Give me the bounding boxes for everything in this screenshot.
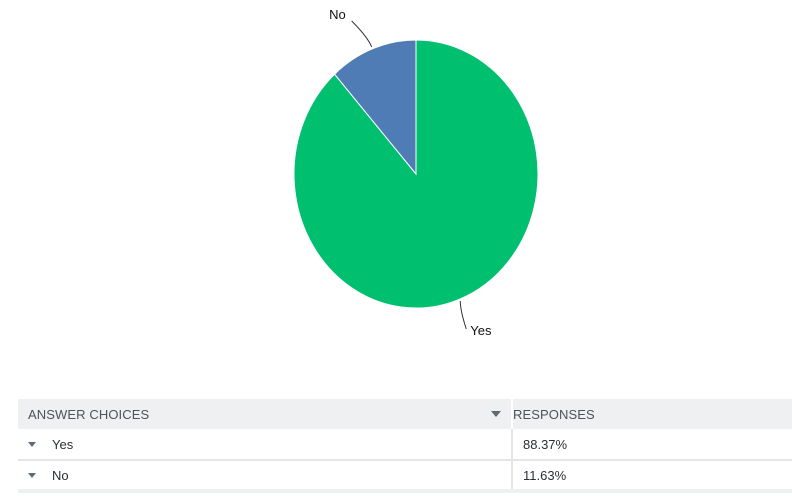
slice-label-no: No	[329, 7, 346, 22]
sort-caret-icon[interactable]	[491, 411, 501, 417]
response-percent: 11.63%	[523, 467, 567, 483]
table-header-row: ANSWER CHOICES RESPONSES	[18, 399, 792, 429]
table-row: Yes 88.37%	[18, 429, 792, 460]
response-percent: 88.37%	[523, 436, 568, 452]
answer-choice-cell[interactable]: No	[18, 460, 513, 491]
pie-chart: Yes No	[293, 7, 539, 338]
answer-choices-header-label: ANSWER CHOICES	[28, 406, 150, 422]
leader-line-yes	[459, 301, 467, 330]
leader-line-no	[351, 20, 373, 48]
answer-choices-header[interactable]: ANSWER CHOICES	[18, 399, 513, 429]
pie-slice-no[interactable]	[333, 39, 417, 176]
answer-choice-cell[interactable]: Yes	[18, 429, 513, 460]
answer-choice-label: No	[52, 467, 69, 483]
results-table: ANSWER CHOICES RESPONSES Yes 88.37% No 1…	[18, 399, 792, 493]
responses-header: RESPONSES	[513, 406, 595, 422]
expand-caret-icon[interactable]	[28, 472, 36, 478]
table-row: No 11.63%	[18, 460, 792, 491]
slice-label-yes: Yes	[470, 323, 492, 338]
answer-choice-label: Yes	[52, 436, 74, 452]
expand-caret-icon[interactable]	[28, 441, 36, 447]
